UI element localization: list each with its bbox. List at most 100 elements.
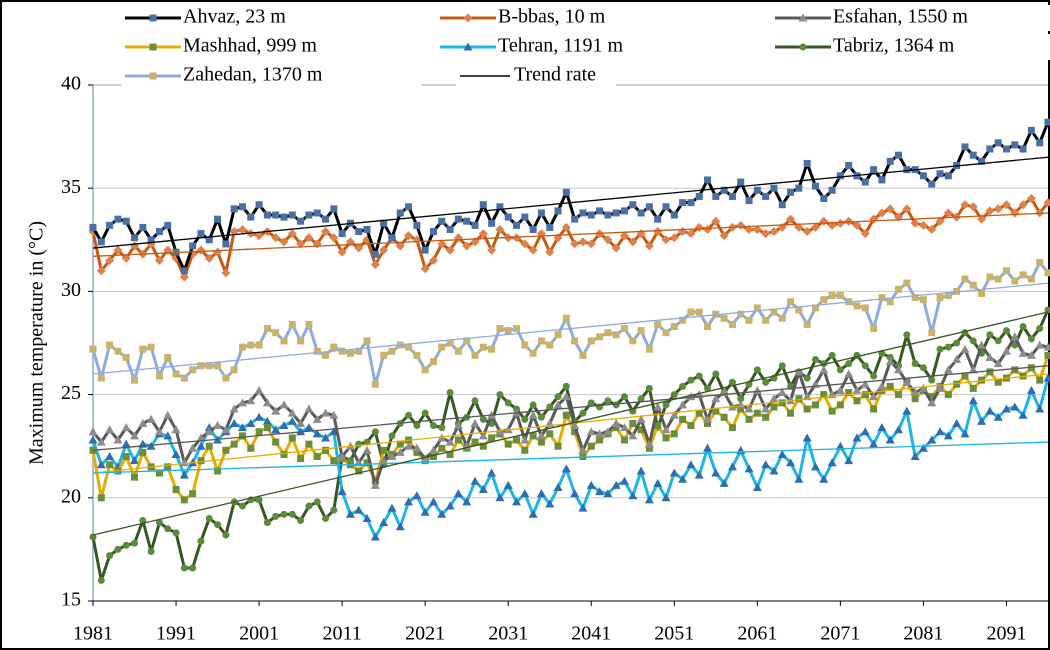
marker	[463, 13, 473, 23]
marker	[704, 176, 712, 184]
marker	[786, 458, 796, 467]
marker	[304, 404, 314, 413]
marker	[305, 440, 313, 448]
marker	[877, 208, 887, 218]
marker	[88, 435, 98, 444]
marker	[662, 401, 670, 409]
marker	[496, 325, 504, 333]
marker	[421, 366, 429, 374]
marker	[695, 409, 703, 417]
marker	[147, 343, 155, 351]
marker	[288, 434, 296, 442]
marker	[811, 356, 819, 364]
y-tick-label: 15	[61, 589, 81, 611]
marker	[1002, 267, 1010, 275]
marker	[728, 320, 736, 328]
marker	[1001, 404, 1011, 413]
legend-label: Ahvaz, 23 m	[183, 6, 286, 28]
marker	[520, 435, 530, 444]
marker	[421, 246, 429, 254]
marker	[322, 446, 330, 454]
marker	[571, 337, 579, 345]
marker	[237, 224, 247, 234]
marker	[280, 450, 288, 458]
marker	[977, 416, 987, 425]
marker	[330, 343, 338, 351]
marker	[769, 227, 779, 237]
marker	[670, 211, 678, 219]
marker	[263, 211, 271, 219]
marker	[453, 489, 463, 498]
marker	[595, 487, 605, 496]
marker	[513, 221, 521, 229]
x-tick-label: 2061	[737, 623, 777, 645]
marker	[835, 385, 845, 394]
x-tick-label: 2011	[322, 623, 361, 645]
marker	[870, 166, 878, 174]
marker	[404, 497, 414, 506]
x-tick-label: 2091	[986, 623, 1026, 645]
marker	[330, 205, 338, 213]
marker	[147, 236, 155, 244]
marker	[345, 509, 355, 518]
marker	[214, 521, 222, 529]
marker	[836, 292, 844, 300]
marker	[678, 474, 688, 483]
marker	[105, 425, 115, 434]
marker	[961, 143, 969, 151]
marker	[395, 241, 405, 251]
marker	[513, 436, 521, 444]
marker	[105, 255, 115, 265]
marker	[853, 302, 861, 310]
marker	[911, 395, 919, 403]
marker	[795, 184, 803, 192]
marker	[122, 453, 130, 461]
marker	[197, 230, 205, 238]
marker	[985, 406, 995, 415]
marker	[154, 255, 164, 265]
marker	[777, 388, 787, 397]
marker	[870, 325, 878, 333]
marker	[978, 376, 986, 384]
marker	[903, 279, 911, 287]
marker	[870, 372, 878, 380]
marker	[222, 374, 230, 382]
legend-item: B-bbas, 10 m	[436, 5, 736, 31]
marker	[587, 337, 595, 345]
trend-line	[92, 282, 1049, 375]
marker	[338, 230, 346, 238]
y-tick-label: 40	[61, 73, 81, 95]
marker	[852, 433, 862, 442]
marker	[604, 397, 612, 405]
marker	[1010, 402, 1020, 411]
marker	[89, 533, 97, 541]
marker	[586, 239, 596, 249]
marker	[737, 310, 745, 318]
marker	[571, 215, 579, 223]
marker	[279, 421, 289, 430]
marker	[968, 365, 978, 374]
marker	[869, 392, 879, 401]
marker	[794, 474, 804, 483]
marker	[1010, 332, 1020, 341]
marker	[271, 425, 281, 434]
marker	[255, 496, 263, 504]
marker	[728, 192, 736, 200]
marker	[255, 201, 263, 209]
marker	[337, 487, 347, 496]
marker	[139, 448, 147, 456]
marker	[1044, 351, 1050, 359]
marker	[936, 345, 944, 353]
marker	[828, 292, 836, 300]
marker	[106, 221, 114, 229]
marker	[986, 331, 994, 339]
marker	[986, 145, 994, 153]
marker	[960, 200, 970, 210]
marker	[744, 464, 754, 473]
marker	[370, 532, 380, 541]
marker	[546, 341, 554, 349]
marker	[196, 245, 206, 255]
marker	[587, 399, 595, 407]
marker	[296, 427, 306, 436]
